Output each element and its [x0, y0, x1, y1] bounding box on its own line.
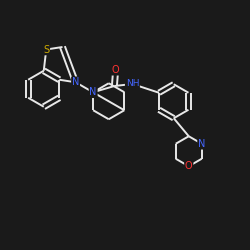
Text: N: N: [90, 87, 97, 97]
Text: NH: NH: [126, 80, 139, 88]
Text: O: O: [112, 65, 120, 75]
Text: S: S: [43, 44, 49, 54]
Text: O: O: [185, 161, 192, 171]
Text: N: N: [198, 139, 205, 149]
Text: N: N: [72, 77, 79, 87]
